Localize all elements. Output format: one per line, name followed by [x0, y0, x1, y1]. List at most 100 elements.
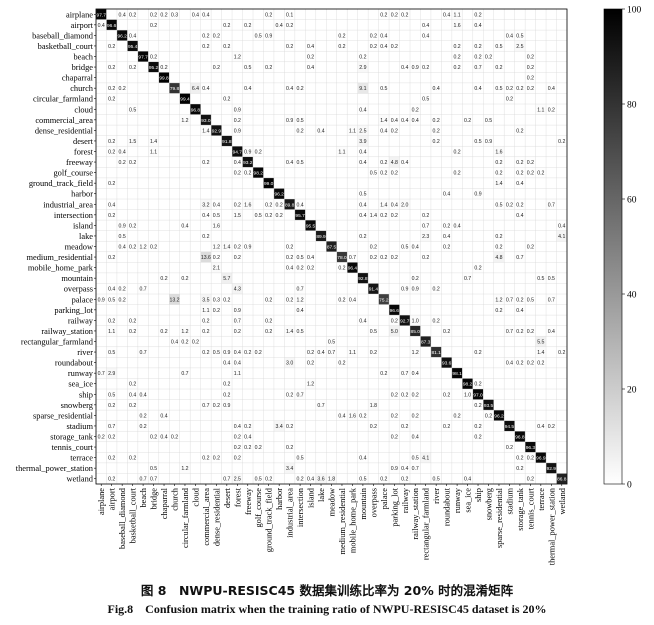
x-tick-label: mobile_home_park	[348, 487, 357, 553]
matrix-cell	[263, 294, 274, 305]
cell-value: 0.5	[527, 297, 534, 303]
matrix-cell	[472, 9, 484, 20]
matrix-cell	[127, 9, 138, 20]
cell-value: 1.2	[495, 297, 502, 303]
cell-value: 0.4	[213, 202, 220, 208]
matrix-cell	[148, 135, 159, 147]
cell-value: 0.4	[160, 413, 167, 419]
cell-value: 0.2	[359, 234, 366, 240]
cell-value: 3.6	[317, 477, 324, 483]
x-tick-label: airport	[108, 487, 117, 510]
cell-value: 0.2	[265, 297, 272, 303]
y-tick-label: stadium	[66, 422, 93, 431]
matrix-cell	[211, 294, 222, 305]
cell-value: 0.9	[119, 223, 126, 229]
y-tick-label: commercial_area	[35, 116, 93, 125]
cell-value: 1.4	[286, 329, 293, 335]
cell-value: 0.2	[98, 435, 105, 441]
matrix-cell	[546, 82, 557, 94]
matrix-cell	[294, 325, 306, 337]
cell-value: 0.2	[527, 245, 534, 251]
matrix-cell	[273, 19, 285, 31]
matrix-cell	[389, 410, 400, 421]
cell-value: 0.2	[307, 350, 314, 356]
cell-value: 0.2	[506, 445, 513, 451]
matrix-cell	[389, 462, 400, 474]
cell-value: 0.4	[359, 107, 366, 113]
matrix-cell	[389, 167, 400, 178]
cell-value: 0.2	[401, 392, 408, 398]
cell-value: 0.2	[359, 413, 366, 419]
cell-value: 0.9	[244, 150, 251, 156]
cell-value: 89.9	[316, 234, 326, 240]
matrix-cell	[525, 452, 536, 463]
colorbar-scale	[603, 8, 623, 485]
matrix-cell	[106, 146, 117, 157]
cell-value: 0.7	[139, 350, 146, 356]
cell-value: 0.2	[527, 361, 534, 367]
y-tick-label: palace	[72, 295, 94, 304]
matrix-cell	[368, 167, 379, 178]
matrix-cell-diagonal	[305, 220, 316, 231]
matrix-cell	[504, 325, 515, 337]
cell-value: 0.2	[527, 86, 534, 92]
cell-value: 1.2	[181, 329, 188, 335]
cell-value: 0.2	[213, 255, 220, 261]
matrix-cell	[137, 389, 149, 400]
matrix-cell	[232, 209, 243, 221]
cell-value: 1.2	[307, 382, 314, 388]
y-tick-label: bridge	[72, 63, 94, 72]
matrix-cell	[294, 114, 306, 126]
matrix-cell	[378, 40, 390, 52]
cell-value: 2.5	[359, 128, 366, 134]
cell-value: 0.2	[265, 318, 272, 324]
cell-value: 0.2	[171, 435, 178, 441]
matrix-cell	[137, 410, 149, 421]
cell-value: 0.7	[516, 255, 523, 261]
matrix-cell	[525, 473, 536, 484]
cell-value: 0.2	[244, 424, 251, 430]
cell-value: 0.4	[380, 128, 387, 134]
cell-value: 0.2	[380, 255, 387, 261]
matrix-cell	[336, 410, 348, 421]
cell-value: 0.2	[255, 445, 262, 451]
cell-value: 0.2	[108, 181, 115, 187]
cell-value: 0.7	[139, 287, 146, 293]
matrix-cell	[514, 40, 526, 52]
matrix-cell-diagonal	[179, 93, 191, 104]
matrix-cell	[116, 283, 128, 294]
matrix-cell	[284, 9, 295, 20]
matrix-cell	[410, 367, 421, 379]
cell-value: 0.4	[359, 150, 366, 156]
cell-value: 0.4	[234, 424, 241, 430]
matrix-cell	[410, 272, 421, 284]
y-tick-label: overpass	[64, 285, 93, 294]
cell-value: 1.0	[412, 318, 419, 324]
matrix-cell	[441, 325, 452, 337]
cell-value: 0.2	[527, 65, 534, 71]
cell-value: 95.7	[295, 213, 305, 219]
matrix-cell	[263, 473, 274, 484]
cell-value: 0.2	[516, 128, 523, 134]
matrix-cell	[420, 230, 431, 242]
matrix-cell	[294, 82, 306, 94]
caption-english: Fig.8 Confusion matrix when the training…	[107, 602, 547, 616]
matrix-cell	[200, 125, 212, 136]
matrix-cell	[472, 262, 484, 273]
matrix-cell-diagonal	[504, 420, 515, 432]
cell-value: 0.4	[422, 23, 429, 29]
matrix-cell	[368, 209, 379, 221]
x-tick-label: baseball_diamond	[118, 487, 127, 549]
matrix-cell	[221, 399, 233, 411]
cell-value: 2.1	[213, 266, 220, 272]
y-tick-label: cloud	[74, 105, 93, 114]
cell-value: 0.2	[391, 213, 398, 219]
matrix-cell	[514, 177, 526, 189]
matrix-cell-diagonal	[535, 452, 547, 463]
matrix-cell	[399, 241, 410, 252]
matrix-cell	[357, 230, 369, 242]
matrix-cell-diagonal	[158, 72, 170, 83]
y-tick-label: industrial_area	[43, 200, 93, 209]
cell-value: 87.5	[327, 245, 337, 251]
cell-value: 0.2	[401, 477, 408, 483]
